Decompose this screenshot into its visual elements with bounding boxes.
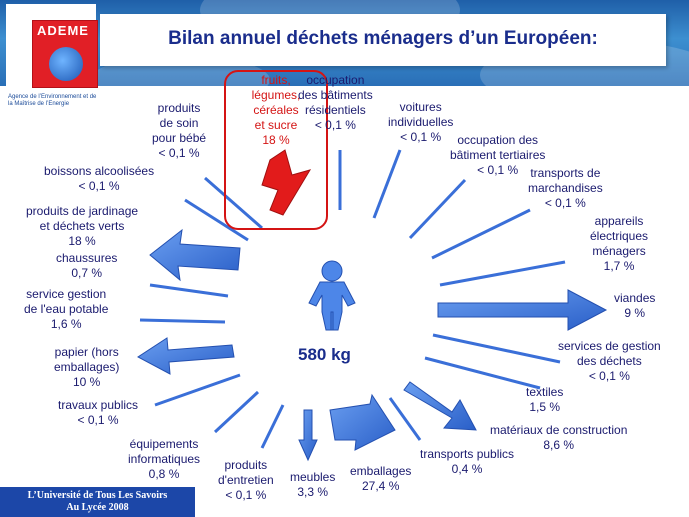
label-transports-marchandises: transports de marchandises < 0,1 % [528,166,603,210]
arrow-transports-pub [388,397,422,441]
label-papier: papier (hors emballages) 10 % [54,345,120,389]
ademe-logo: ADEME Agence de l’Environnement et de la… [6,4,98,116]
label-transports-publics: transports publics 0,4 % [420,447,515,476]
label-boissons: boissons alcoolisées < 0,1 % [44,164,155,193]
label-materiaux: matériaux de construction 8,6 % [490,423,628,452]
arrow-entretien [260,404,285,449]
label-appareils: appareils électriques ménagers 1,7 % [590,214,649,273]
logo-subtitle: Agence de l’Environnement et de la Maîtr… [8,94,97,107]
arrow-eau [139,318,226,324]
arrow-bebe [204,176,263,230]
arrow-travaux [154,373,241,407]
label-fruits: fruits, légumes, céréales et sucre 18 % [251,73,301,147]
label-eau-potable: service gestion de l'eau potable 1,6 % [24,287,109,331]
label-jardinage: produits de jardinage et déchets verts 18 … [26,204,139,248]
arrow-emballages [329,393,396,451]
arrow-materiaux [403,381,477,431]
arrow-transport-march [431,208,531,260]
arrow-viandes [437,289,608,331]
arrow-appareils [439,260,566,287]
person-icon [308,260,356,331]
logo-name: ADEME [37,23,89,38]
label-bebe: produits de soin pour bébé < 0,1 % [152,101,207,160]
logo-red-square: ADEME [32,20,98,88]
footer-line-2: Au Lycée 2008 [66,502,129,513]
footer-line-1: L’Université de Tous Les Savoirs [27,490,168,501]
globe-icon [49,47,83,81]
title-box: Bilan annuel déchets ménagers d’un Europ… [100,14,666,66]
footer-badge: L’Université de Tous Les Savoirs Au Lycé… [0,487,195,517]
label-voitures: voitures individuelles < 0,1 % [388,100,454,144]
arrow-papier [137,337,235,375]
arrow-voitures [372,149,402,219]
label-meubles: meubles 3,3 % [290,470,336,499]
arrow-chaussures [149,283,229,298]
arrow-informatique [213,390,260,434]
arrow-textiles [424,356,541,390]
label-occupation-tertiaires: occupation des bâtiment tertiaires < 0,1 % [450,133,546,177]
label-services-dechets: services de gestion des déchets < 0,1 % [558,339,661,383]
label-entretien: produits d'entretien < 0,1 % [218,458,274,502]
fruit-highlight-box [224,70,328,230]
total-weight: 580 kg [298,345,351,364]
label-occupation-residentiels: occupation des bâtiments résidentiels < 0,1… [298,73,373,132]
arrow-meubles [298,409,318,462]
arrow-jardinage [149,228,241,282]
label-travaux-publics: travaux publics < 0,1 % [58,398,139,427]
label-textiles: textiles 1,5 % [526,385,564,414]
arrow-fruits [261,149,312,216]
label-informatique: équipements informatiques 0,8 % [128,437,201,481]
label-emballages: emballages 27,4 % [350,464,412,493]
arrow-services [432,333,561,364]
arrow-occ-ter [408,178,467,240]
arrow-boissons [184,198,249,242]
label-viandes: viandes 9 % [614,291,656,320]
label-chaussures: chaussures 0,7 % [56,251,118,280]
page-title: Bilan annuel déchets ménagers d’un Europ… [168,28,598,49]
